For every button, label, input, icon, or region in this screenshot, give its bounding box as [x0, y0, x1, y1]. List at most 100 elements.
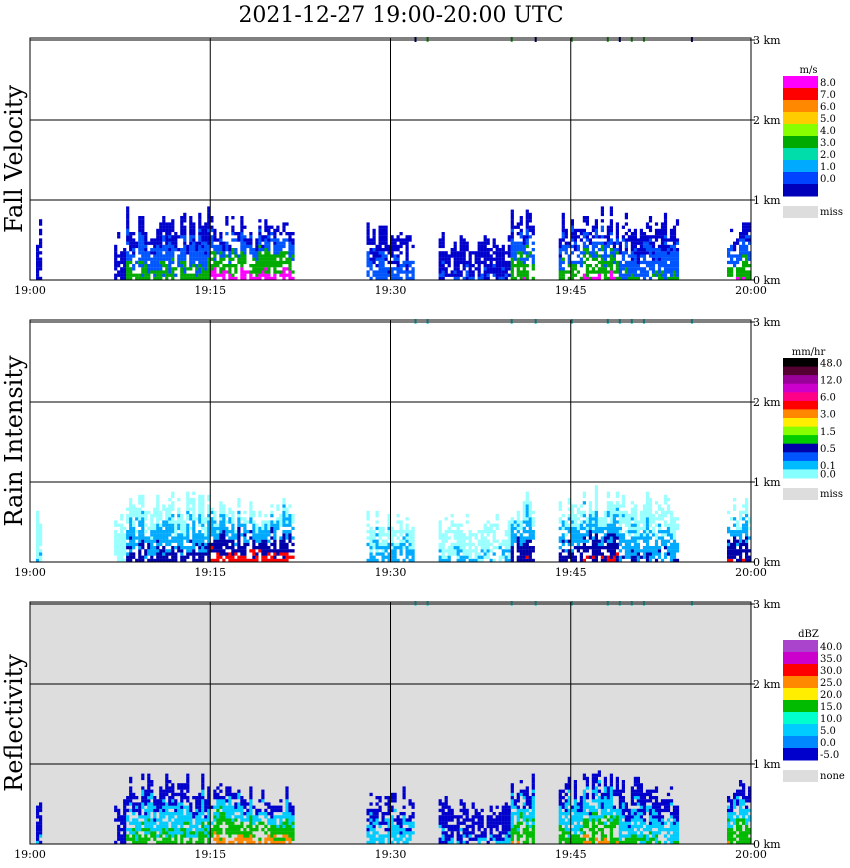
data-cell	[567, 539, 571, 543]
data-cell	[606, 264, 610, 268]
data-cell	[609, 520, 613, 524]
data-cell	[192, 542, 196, 547]
data-cell	[129, 514, 133, 518]
data-cell	[159, 248, 163, 252]
data-cell	[504, 273, 508, 277]
data-cell	[366, 260, 370, 265]
data-cell	[558, 254, 562, 258]
data-cell	[636, 241, 640, 245]
data-cell	[411, 536, 415, 540]
data-cell	[222, 276, 226, 281]
data-cell	[288, 273, 292, 277]
data-cell	[150, 270, 154, 274]
data-cell	[288, 238, 292, 242]
data-cell	[570, 264, 574, 268]
data-cell	[189, 552, 193, 556]
data-cell	[243, 834, 247, 838]
data-cell	[462, 536, 466, 540]
data-cell	[258, 244, 262, 249]
data-cell	[594, 228, 598, 233]
data-cell	[192, 824, 196, 829]
data-cell	[567, 507, 571, 511]
data-cell	[585, 251, 589, 255]
data-cell	[141, 526, 145, 531]
data-cell	[390, 828, 394, 832]
data-cell	[660, 539, 665, 543]
data-cell	[255, 254, 259, 258]
data-cell	[183, 228, 187, 233]
data-cell	[459, 802, 463, 806]
data-cell	[465, 824, 469, 829]
data-cell	[183, 267, 187, 271]
data-cell	[234, 267, 238, 271]
data-cell	[174, 828, 178, 832]
data-cell	[745, 248, 749, 252]
data-cell	[745, 523, 749, 527]
data-cell	[225, 232, 229, 236]
data-cell	[201, 799, 205, 803]
data-cell	[654, 546, 659, 550]
data-cell	[618, 504, 622, 508]
data-cell	[144, 235, 148, 239]
data-cell	[132, 251, 136, 255]
data-cell	[453, 257, 457, 261]
data-cell	[138, 494, 142, 499]
data-cell	[162, 507, 166, 511]
data-cell	[165, 238, 169, 242]
data-cell	[288, 260, 292, 265]
data-cell	[207, 494, 211, 499]
data-cell	[390, 251, 394, 255]
data-cell	[150, 546, 154, 550]
data-cell	[564, 523, 568, 527]
data-cell	[276, 507, 280, 511]
data-cell	[471, 821, 475, 825]
data-cell	[288, 533, 292, 537]
data-cell	[225, 222, 229, 226]
data-cell	[387, 546, 391, 550]
data-cell	[648, 264, 653, 268]
data-cell	[447, 815, 451, 819]
data-cell	[201, 225, 205, 229]
data-cell	[246, 808, 250, 813]
data-cell	[739, 235, 743, 239]
data-cell	[624, 244, 628, 249]
data-cell	[672, 530, 677, 534]
data-cell	[282, 504, 286, 508]
data-cell	[216, 812, 220, 816]
data-cell	[156, 251, 160, 255]
data-cell	[441, 539, 445, 543]
data-cell	[444, 517, 448, 521]
data-cell	[396, 536, 400, 540]
data-cell	[219, 504, 223, 508]
data-cell	[252, 828, 256, 832]
data-cell	[663, 533, 668, 537]
data-cell	[177, 536, 181, 540]
data-cell	[657, 257, 662, 261]
data-cell	[123, 815, 127, 819]
data-cell	[186, 530, 190, 534]
data-cell	[408, 536, 412, 540]
data-cell	[210, 216, 214, 220]
data-cell	[573, 260, 577, 265]
data-cell	[468, 270, 472, 274]
data-cell	[730, 517, 734, 521]
data-cell	[186, 504, 190, 508]
data-cell	[564, 248, 568, 252]
data-cell	[216, 805, 220, 809]
data-cell	[651, 257, 656, 261]
data-cell	[36, 831, 40, 835]
data-cell	[468, 276, 472, 281]
data-cell	[153, 248, 157, 252]
data-cell	[522, 517, 526, 521]
data-cell	[267, 241, 271, 245]
data-cell	[180, 815, 184, 819]
data-cell	[402, 264, 406, 268]
data-cell	[228, 248, 232, 252]
data-cell	[141, 536, 145, 540]
data-cell	[513, 254, 517, 258]
data-cell	[609, 517, 613, 521]
data-cell	[144, 254, 148, 258]
data-cell	[624, 552, 628, 556]
data-cell	[471, 270, 475, 274]
data-cell	[519, 251, 523, 255]
